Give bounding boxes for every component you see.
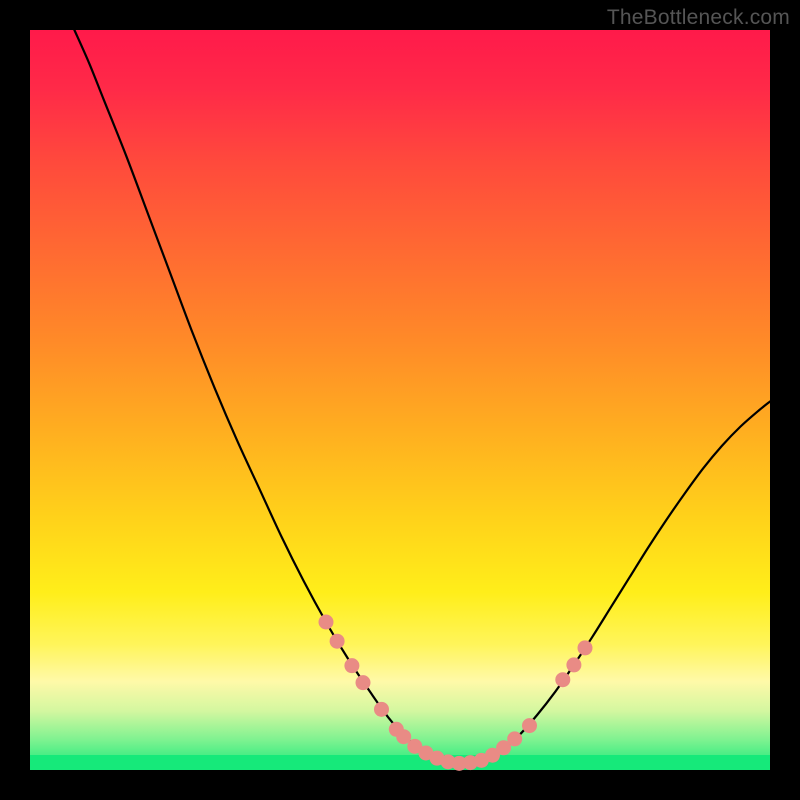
chart-baseline-strip (30, 755, 770, 770)
highlight-marker (319, 615, 334, 630)
highlight-marker (566, 657, 581, 672)
chart-frame: TheBottleneck.com (0, 0, 800, 800)
chart-svg (0, 0, 800, 800)
highlight-marker (555, 672, 570, 687)
chart-background (30, 30, 770, 770)
highlight-marker (507, 731, 522, 746)
highlight-marker (578, 640, 593, 655)
watermark-label: TheBottleneck.com (607, 6, 790, 30)
highlight-marker (522, 718, 537, 733)
highlight-marker (374, 702, 389, 717)
highlight-marker (344, 658, 359, 673)
highlight-marker (356, 675, 371, 690)
highlight-marker (330, 634, 345, 649)
